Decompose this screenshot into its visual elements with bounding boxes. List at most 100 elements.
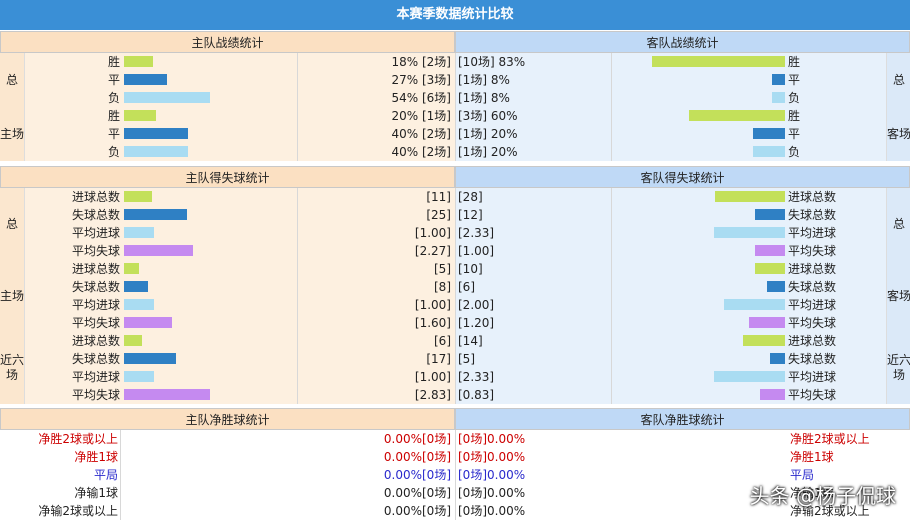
away-bar <box>689 110 785 121</box>
home-row-label: 平均失球 <box>71 316 120 330</box>
net-row: 净胜1球 0.00%[0场] [0场]0.00% 净胜1球 <box>0 448 910 466</box>
away-row-bg <box>455 125 910 143</box>
home-row-label: 进球总数 <box>71 334 120 348</box>
away-row-bg <box>455 448 910 466</box>
away-row-bg <box>455 242 910 260</box>
home-row-bg <box>0 350 455 368</box>
record-rows: 胜 18% [2场] [10场] 83% 胜平 27% [3场] [1场] 8% 平负 54%… <box>0 53 910 161</box>
home-value: [6] <box>434 334 451 348</box>
away-bar <box>652 56 785 67</box>
home-row-label: 平均失球 <box>71 388 120 402</box>
goals-section: 主队得失球统计 客队得失球统计 进球总数 [11] [28] 进球总数 失球总数 [25]… <box>0 166 910 404</box>
away-value: [3场] 60% <box>458 109 518 123</box>
home-net-value: 0.00%[0场] <box>383 450 451 464</box>
away-row-bg <box>455 430 910 448</box>
column-divider <box>455 188 456 404</box>
away-bar <box>743 335 785 346</box>
home-row-label: 平均进球 <box>71 226 120 240</box>
away-value: [6] <box>458 280 475 294</box>
away-net-label: 净输1球 <box>790 486 834 500</box>
away-row-label: 失球总数 <box>788 280 837 294</box>
home-row-label: 负 <box>107 145 120 159</box>
home-net-header: 主队净胜球统计 <box>0 408 455 430</box>
home-bar <box>124 209 187 220</box>
home-value: [5] <box>434 262 451 276</box>
record-row: 平 40% [2场] [1场] 20% 平 <box>0 125 910 143</box>
home-value: [2.83] <box>414 388 451 402</box>
away-group-label: 近六场 <box>886 332 910 404</box>
away-row-label: 平均失球 <box>788 316 837 330</box>
home-row-label: 平 <box>107 73 120 87</box>
home-bar <box>124 317 172 328</box>
column-divider <box>611 188 612 404</box>
record-row: 平 27% [3场] [1场] 8% 平 <box>0 71 910 89</box>
home-value: [1.00] <box>414 226 451 240</box>
away-row-label: 平均失球 <box>788 244 837 258</box>
home-row-bg <box>0 466 455 484</box>
home-bar <box>124 146 188 157</box>
home-value: 27% [3场] <box>391 73 452 87</box>
away-row-bg <box>455 143 910 161</box>
goals-row: 失球总数 [25] [12] 失球总数 <box>0 206 910 224</box>
goals-row: 进球总数 [6] [14] 进球总数 <box>0 332 910 350</box>
net-row: 净胜2球或以上 0.00%[0场] [0场]0.00% 净胜2球或以上 <box>0 430 910 448</box>
home-net-value: 0.00%[0场] <box>383 504 451 518</box>
home-row-label: 平 <box>107 127 120 141</box>
away-value: [2.00] <box>458 298 495 312</box>
home-row-label: 失球总数 <box>71 280 120 294</box>
home-bar <box>124 389 210 400</box>
goals-row: 进球总数 [5] [10] 进球总数 <box>0 260 910 278</box>
away-bar <box>753 146 785 157</box>
home-row-label: 胜 <box>107 55 120 69</box>
net-row: 平局 0.00%[0场] [0场]0.00% 平局 <box>0 466 910 484</box>
away-value: [2.33] <box>458 370 495 384</box>
away-net-value: [0场]0.00% <box>458 486 526 500</box>
home-bar <box>124 110 156 121</box>
away-row-bg <box>455 188 910 206</box>
home-row-bg <box>0 260 455 278</box>
away-bar <box>755 209 785 220</box>
home-bar <box>124 128 188 139</box>
column-divider <box>455 430 456 520</box>
home-value: 40% [2场] <box>391 127 452 141</box>
home-record-header: 主队战绩统计 <box>0 31 455 53</box>
net-row: 净输2球或以上 0.00%[0场] [0场]0.00% 净输2球或以上 <box>0 502 910 520</box>
away-row-bg <box>455 314 910 332</box>
page-title: 本赛季数据统计比较 <box>0 0 910 30</box>
goals-row: 平均进球 [1.00] [2.33] 平均进球 <box>0 224 910 242</box>
home-group-label: 总 <box>0 188 25 260</box>
home-row-bg <box>0 53 455 71</box>
home-group-label: 主场 <box>0 260 25 332</box>
home-row-bg <box>0 143 455 161</box>
away-group-label: 客场 <box>886 107 910 161</box>
home-value: [1.00] <box>414 370 451 384</box>
away-bar <box>714 227 785 238</box>
home-bar <box>124 74 167 85</box>
home-row-bg <box>0 107 455 125</box>
away-value: [2.33] <box>458 226 495 240</box>
home-row-bg <box>0 296 455 314</box>
away-value: [0.83] <box>458 388 495 402</box>
home-bar <box>124 92 210 103</box>
record-section: 主队战绩统计 客队战绩统计 胜 18% [2场] [10场] 83% 胜平 27% [3… <box>0 31 910 161</box>
home-row-bg <box>0 206 455 224</box>
home-goals-header: 主队得失球统计 <box>0 166 455 188</box>
home-bar <box>124 281 148 292</box>
away-record-header: 客队战绩统计 <box>455 31 910 53</box>
home-net-value: 0.00%[0场] <box>383 468 451 482</box>
home-bar <box>124 299 154 310</box>
away-row-bg <box>455 466 910 484</box>
away-bar <box>724 299 785 310</box>
goals-rows: 进球总数 [11] [28] 进球总数 失球总数 [25] [12] 失球总数 平均进球 [1.0… <box>0 188 910 404</box>
away-row-bg <box>455 224 910 242</box>
away-row-label: 失球总数 <box>788 208 837 222</box>
away-goals-header: 客队得失球统计 <box>455 166 910 188</box>
away-bar <box>772 92 785 103</box>
record-row: 负 40% [2场] [1场] 20% 负 <box>0 143 910 161</box>
away-value: [1.20] <box>458 316 495 330</box>
home-bar <box>124 335 142 346</box>
goals-header-row: 主队得失球统计 客队得失球统计 <box>0 166 910 188</box>
home-value: [1.00] <box>414 298 451 312</box>
away-row-label: 胜 <box>788 55 801 69</box>
home-net-value: 0.00%[0场] <box>383 486 451 500</box>
